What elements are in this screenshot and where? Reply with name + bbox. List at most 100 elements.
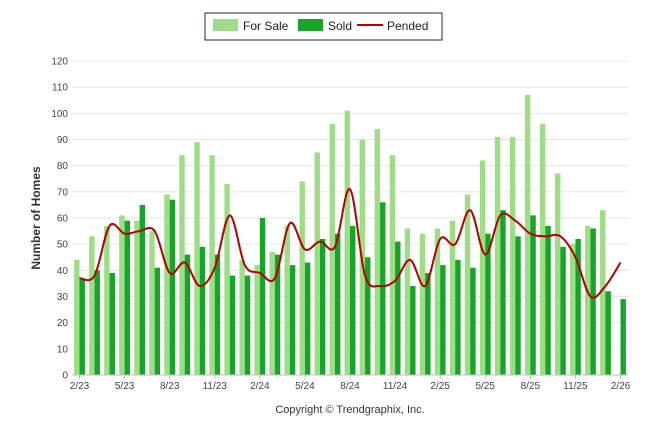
x-tick-label: 5/23: [115, 381, 135, 392]
bar-sold: [350, 225, 356, 375]
x-tick-label: 8/24: [340, 381, 360, 392]
bar-for-sale: [239, 259, 245, 375]
bar-for-sale: [524, 95, 531, 376]
bar-sold: [575, 238, 581, 375]
bar-for-sale: [449, 220, 456, 375]
bar-for-sale: [344, 110, 350, 375]
bar-for-sale: [89, 236, 95, 375]
y-tick-label: 70: [57, 187, 69, 198]
bar-sold: [319, 238, 326, 375]
bar-for-sale: [179, 155, 185, 375]
bar-for-sale: [389, 155, 396, 375]
bar-sold: [139, 204, 146, 375]
bar-sold: [500, 210, 506, 375]
bar-for-sale: [299, 181, 305, 375]
bar-sold: [485, 233, 491, 375]
bar-sold: [274, 254, 281, 375]
y-tick-label: 100: [51, 109, 68, 120]
bar-sold: [244, 275, 251, 375]
bar-sold: [109, 272, 115, 375]
bar-for-sale: [74, 259, 80, 375]
bar-for-sale: [479, 160, 486, 375]
bar-sold: [410, 286, 416, 375]
bar-for-sale: [314, 152, 320, 375]
x-tick-label: 11/24: [383, 381, 408, 392]
x-tick-labels: 2/23 5/23 8/23 11/23 2/24 5/24 8/24 11/24 2/25 5/…: [70, 375, 631, 392]
bar-sold: [334, 233, 341, 375]
legend-label-sold: Sold: [328, 19, 352, 33]
y-tick-label: 110: [52, 83, 68, 94]
bar-sold: [515, 236, 521, 375]
y-tick-labels: 0 10 20 30 40 50 60 70 80 90 100 110 120: [51, 57, 68, 382]
bar-for-sale: [585, 225, 591, 375]
bar-sold: [440, 265, 446, 375]
bar-for-sale: [149, 231, 155, 375]
bar-sold: [560, 246, 566, 375]
bar-for-sale: [209, 155, 215, 375]
x-tick-label: 2/23: [70, 381, 90, 392]
bar-sold: [229, 275, 236, 375]
bar-sold: [214, 254, 221, 375]
bar-for-sale: [224, 183, 230, 375]
bar-for-sale: [554, 173, 561, 375]
bar-sold: [169, 199, 176, 375]
y-tick-label: 50: [57, 240, 69, 251]
legend: For Sale Sold Pended: [204, 12, 443, 41]
bar-for-sale: [569, 244, 576, 375]
y-tick-label: 40: [57, 266, 69, 277]
bar-for-sale: [119, 215, 125, 375]
x-tick-label: 11/25: [563, 381, 588, 392]
bar-sold: [455, 259, 461, 375]
bar-for-sale: [284, 225, 290, 375]
pended-line-layer: [79, 188, 622, 299]
copyright-footer: Copyright © Trendgraphix, Inc.: [275, 404, 424, 416]
bar-sold: [154, 267, 161, 375]
bar-for-sale: [134, 220, 140, 375]
y-tick-label: 30: [57, 292, 69, 303]
y-tick-label: 60: [57, 214, 69, 225]
bar-for-sale: [374, 129, 381, 375]
bar-for-sale: [104, 225, 110, 375]
legend-swatch-sold: [298, 19, 323, 31]
bar-sold: [620, 299, 626, 375]
bar-for-sale: [404, 228, 411, 375]
bar-sold: [380, 202, 386, 375]
bar-sold: [395, 241, 401, 375]
x-tick-label: 5/24: [295, 381, 315, 392]
bar-for-sale: [164, 194, 170, 375]
legend-label-for-sale: For Sale: [243, 19, 289, 33]
legend-label-pended: Pended: [387, 19, 428, 33]
bar-for-sale: [419, 233, 426, 375]
y-tick-label: 80: [57, 161, 69, 172]
bar-sold: [605, 291, 611, 375]
bar-for-sale: [539, 123, 546, 375]
x-tick-label: 8/25: [521, 381, 541, 392]
bar-sold: [365, 257, 371, 375]
y-tick-label: 90: [57, 135, 69, 146]
bar-for-sale: [509, 136, 516, 375]
bar-sold: [545, 225, 551, 375]
bar-sold: [184, 254, 191, 375]
bar-sold: [79, 278, 85, 375]
bar-sold: [425, 272, 431, 375]
bar-sold: [590, 228, 596, 375]
x-tick-label: 11/23: [203, 381, 228, 392]
bar-for-sale: [254, 265, 260, 375]
x-tick-label: 5/25: [476, 381, 496, 392]
y-tick-label: 120: [51, 57, 68, 68]
bar-sold: [289, 265, 296, 375]
bar-sold: [470, 267, 476, 375]
bar-sold: [304, 262, 311, 375]
bar-sold: [124, 220, 131, 375]
legend-swatch-for-sale: [213, 19, 238, 31]
bar-sold: [259, 218, 266, 375]
bar-for-sale: [464, 194, 471, 375]
pended-line: [79, 188, 622, 299]
bar-sold: [94, 270, 100, 375]
x-tick-label: 2/25: [430, 381, 450, 392]
bar-for-sale: [494, 136, 501, 375]
y-tick-label: 20: [57, 318, 69, 329]
bar-sold: [530, 215, 536, 375]
bar-for-sale: [434, 228, 441, 375]
